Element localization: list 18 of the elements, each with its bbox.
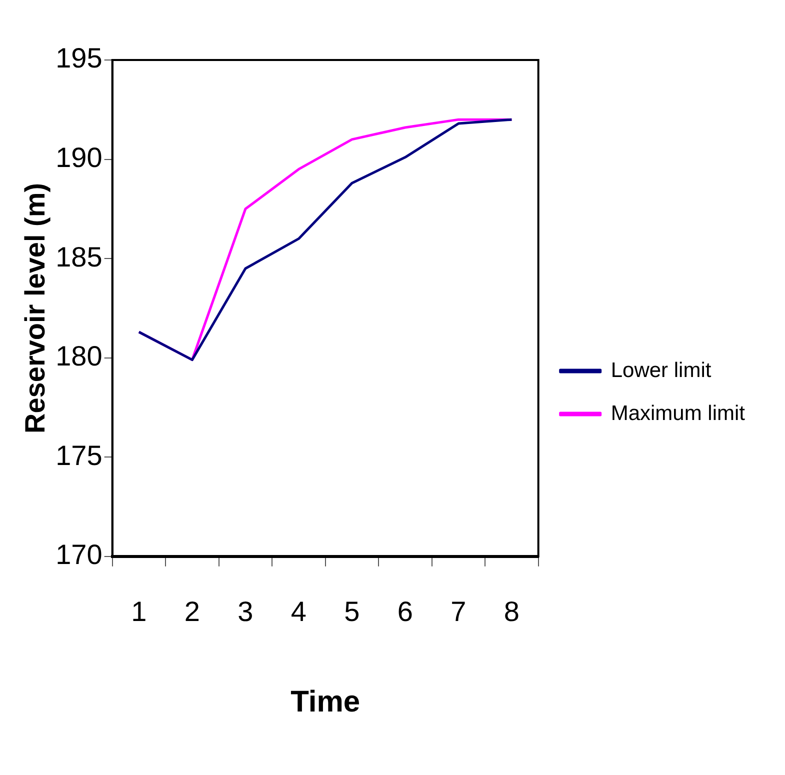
y-axis-title: Reservoir level (m)	[20, 182, 51, 434]
y-tick-label: 180	[56, 340, 102, 372]
legend-label: Maximum limit	[610, 402, 746, 425]
legend-label: Lower limit	[610, 358, 712, 382]
y-tick-label: 190	[56, 142, 102, 173]
x-tick-label: 5	[344, 596, 360, 627]
y-tick-label: 195	[56, 42, 102, 74]
x-tick-label: 2	[184, 596, 200, 627]
x-tick-label: 4	[290, 596, 306, 627]
x-tick-label: 3	[238, 596, 254, 627]
y-tick-label: 170	[56, 539, 102, 570]
y-tick-label: 175	[56, 440, 102, 471]
x-tick-label: 1	[131, 596, 147, 627]
x-tick-label: 8	[504, 596, 520, 627]
y-tick-label: 185	[56, 241, 102, 272]
x-axis-title: Time	[290, 685, 360, 718]
x-tick-label: 7	[450, 596, 466, 627]
x-tick-label: 6	[397, 596, 413, 627]
